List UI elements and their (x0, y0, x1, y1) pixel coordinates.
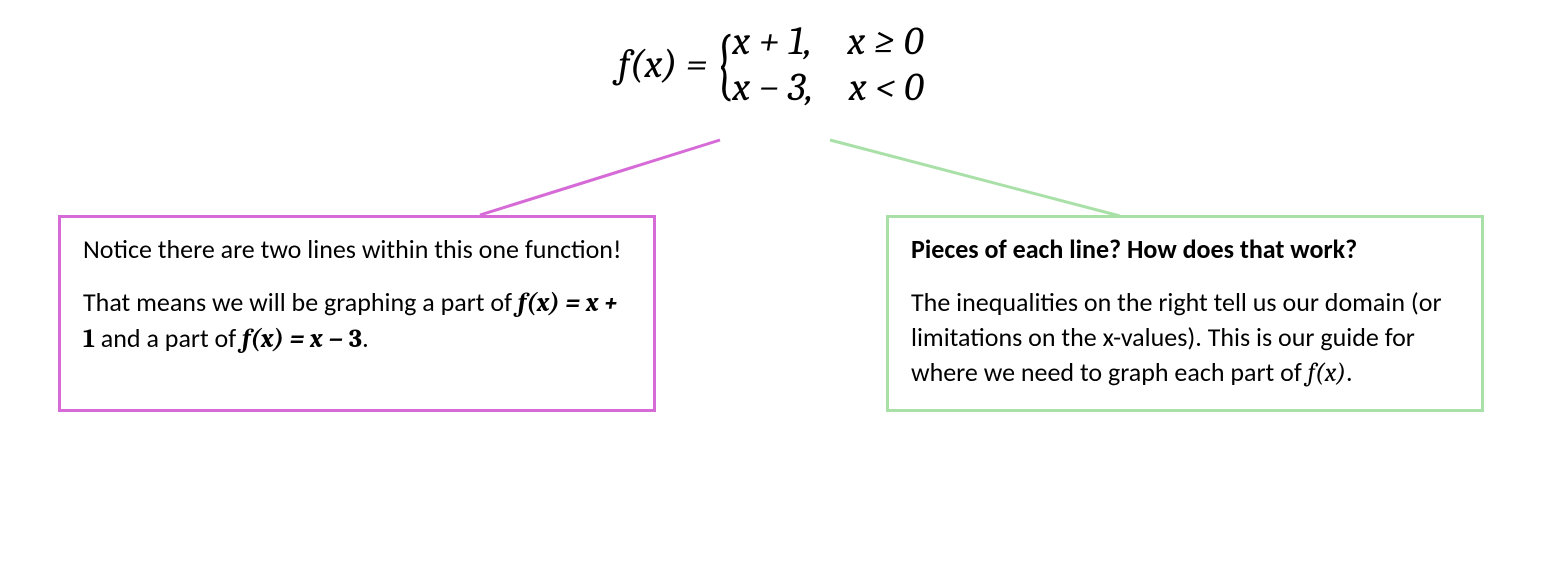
case2-expr: x − 3, (732, 64, 813, 110)
case1-cond: x ≥ 0 (847, 18, 923, 64)
left-p2-math2: f(x) = x − 3 (242, 324, 362, 354)
left-p2-c: . (362, 322, 369, 354)
left-callout-p1: Notice there are two lines within this o… (83, 232, 631, 267)
right-callout-heading: Pieces of each line? How does that work? (911, 232, 1459, 267)
right-body-math: f(x) (1308, 358, 1346, 388)
equation-case-1: x + 1, x ≥ 0 (732, 18, 923, 64)
left-p2-a: That means we will be graphing a part of (83, 286, 518, 318)
equation-case-2: x − 3, x < 0 (732, 64, 923, 110)
left-callout: Notice there are two lines within this o… (58, 215, 656, 412)
right-callout: Pieces of each line? How does that work?… (886, 215, 1484, 412)
right-body-b: . (1346, 356, 1353, 388)
right-body-a: The inequalities on the right tell us ou… (911, 286, 1442, 388)
equation-lhs: f(x) = (618, 41, 707, 87)
piecewise-equation: f(x) = { x + 1, x ≥ 0 x − 3, x < 0 (0, 18, 1542, 110)
green-connector (830, 140, 1120, 216)
pink-connector (480, 140, 720, 215)
right-callout-body: The inequalities on the right tell us ou… (911, 285, 1459, 391)
left-callout-p2: That means we will be graphing a part of… (83, 285, 631, 357)
left-p2-b: and a part of (95, 322, 242, 354)
left-brace-icon: { (715, 24, 734, 104)
case1-expr: x + 1, (732, 18, 812, 64)
case2-cond: x < 0 (849, 64, 924, 110)
